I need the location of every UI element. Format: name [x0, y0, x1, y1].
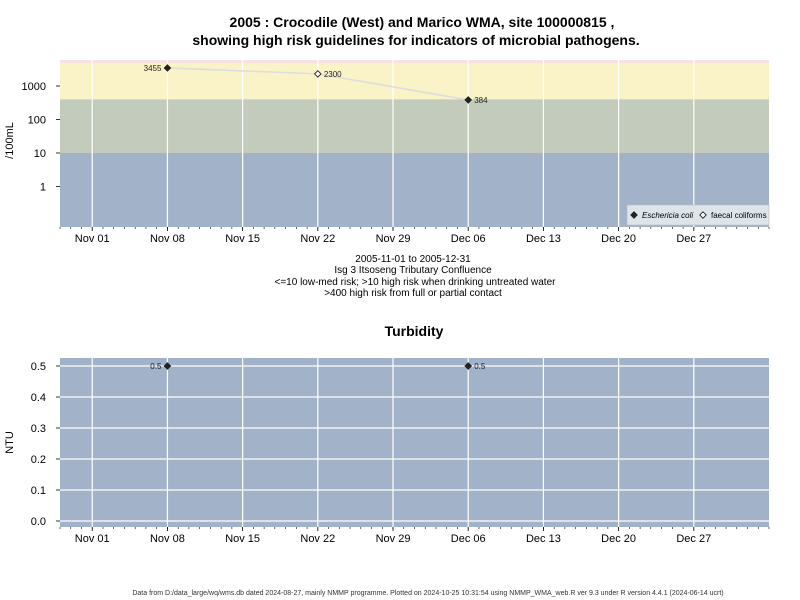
point-value-label: 3455	[144, 64, 162, 73]
high-risk-drinking-band	[60, 99, 769, 153]
legend-faecal-marker	[699, 211, 707, 219]
x-tick-label: Nov 01	[75, 233, 110, 245]
y-tick-label: 0.3	[31, 423, 46, 435]
x-tick-label: Nov 15	[225, 233, 260, 245]
plot-background	[60, 358, 769, 527]
footer-note: Data from D:/data_large/wq/wms.db dated …	[132, 590, 723, 597]
turbidity-panel: 0.0 0.1 0.2 0.3 0.4 0.5 NTU 0.5 0.5 Nov 01 Nov 08 N…	[4, 358, 770, 545]
turbidity-title: Turbidity	[385, 323, 444, 339]
point-value-label: 0.5	[474, 362, 486, 371]
y-tick-label: 0.1	[31, 485, 46, 497]
x-tick-label: Nov 29	[376, 233, 411, 245]
x-tick-label: Dec 27	[676, 233, 711, 245]
x-tick-label: Nov 08	[150, 533, 185, 545]
x-tick-label: Nov 01	[75, 533, 110, 545]
y-tick-label: 10	[34, 148, 46, 160]
very-high-risk-band	[60, 60, 769, 63]
x-tick-label: Dec 20	[601, 233, 636, 245]
ecoli-point	[464, 96, 473, 104]
chart-title-line1: 2005 : Crocodile (West) and Marico WMA, …	[230, 14, 615, 30]
y-tick-label: 0.4	[31, 392, 46, 404]
x-tick-label: Dec 27	[676, 533, 711, 545]
x-tick-label: Dec 13	[526, 533, 561, 545]
point-value-label: 384	[474, 96, 488, 105]
y-tick-label: 0.5	[31, 361, 46, 373]
subtitle-line-3: <=10 low-med risk; >10 high risk when dr…	[275, 277, 557, 288]
faecal-coliform-point	[313, 70, 322, 78]
turbidity-point	[163, 362, 172, 370]
y-tick-label: 1000	[22, 81, 46, 93]
y-tick-label: 0.2	[31, 454, 46, 466]
y-tick-label: 100	[28, 115, 46, 127]
x-tick-label: Dec 20	[601, 533, 636, 545]
legend-ecoli-marker	[630, 211, 638, 219]
x-tick-label: Nov 08	[150, 233, 185, 245]
x-tick-label: Nov 15	[225, 533, 260, 545]
ecoli-point	[163, 64, 172, 72]
legend: Eschericia coli faecal coliforms	[626, 204, 770, 226]
x-tick-label: Dec 06	[451, 233, 486, 245]
y-tick-label: 0.0	[31, 516, 46, 528]
x-tick-label: Dec 06	[451, 533, 486, 545]
y-tick-label: 1	[40, 182, 46, 194]
subtitle-line-1: 2005-11-01 to 2005-12-31	[355, 254, 471, 265]
point-value-label: 0.5	[150, 362, 162, 371]
y-axis-label: NTU	[4, 431, 16, 454]
subtitle-line-2: Isg 3 Itsoseng Tributary Confluence	[334, 265, 492, 276]
legend-faecal-label: faecal coliforms	[711, 211, 767, 220]
x-tick-label: Nov 22	[300, 233, 335, 245]
turbidity-point	[464, 362, 473, 370]
y-axis-label: /100mL	[4, 122, 16, 159]
x-tick-label: Nov 22	[300, 533, 335, 545]
x-tick-label: Nov 29	[376, 533, 411, 545]
point-value-label: 2300	[324, 70, 342, 79]
x-tick-label: Dec 13	[526, 233, 561, 245]
subtitle-line-4: >400 high risk from full or partial cont…	[324, 288, 502, 299]
legend-box	[626, 204, 770, 226]
microbial-panel: 1 10 100 1000/100mL 3455 384 2300 Eschericia co…	[4, 60, 770, 245]
legend-ecoli-label: Eschericia coli	[642, 211, 693, 220]
chart-title-line2: showing high risk guidelines for indicat…	[192, 32, 639, 48]
